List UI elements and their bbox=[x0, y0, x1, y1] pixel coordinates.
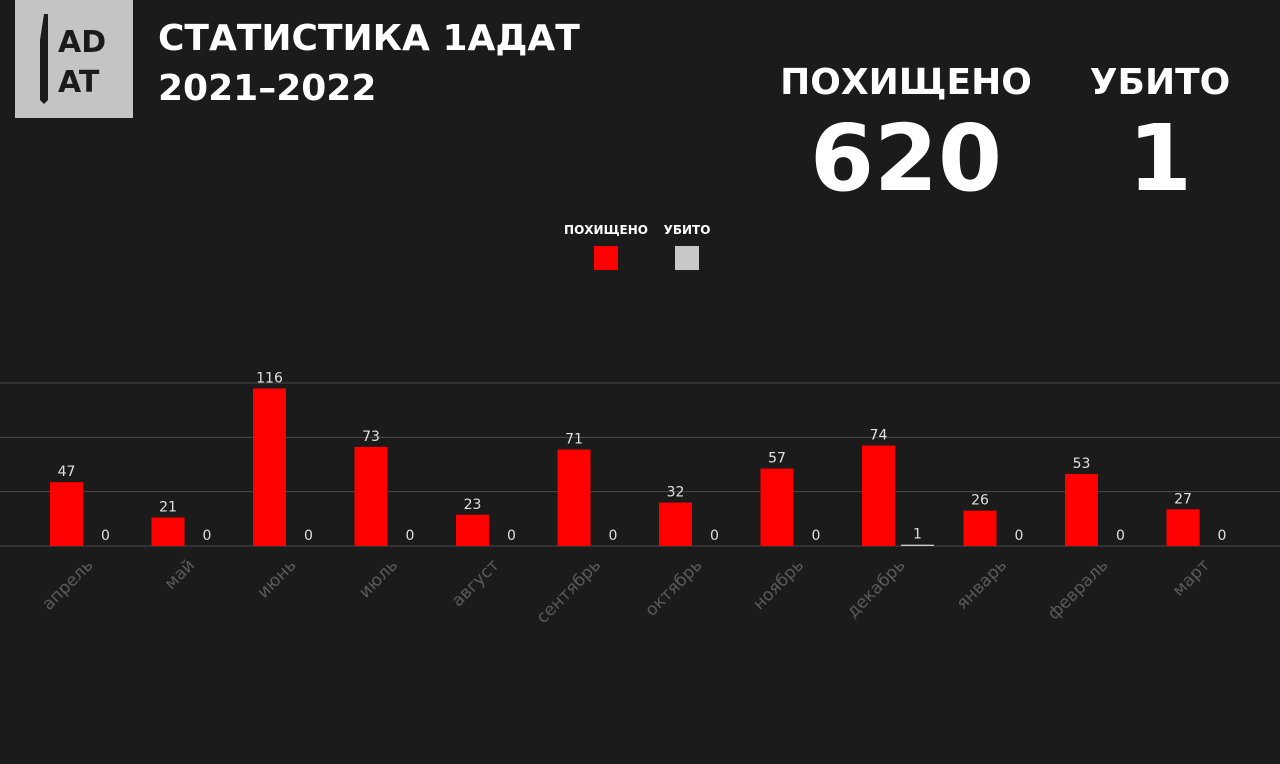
subtitle: 2021–2022 bbox=[158, 68, 376, 109]
value-label: 1 bbox=[913, 527, 922, 543]
bar bbox=[1166, 509, 1200, 546]
value-label: 0 bbox=[101, 528, 110, 544]
value-label: 47 bbox=[58, 464, 76, 480]
bar bbox=[862, 445, 895, 546]
value-label: 23 bbox=[464, 497, 482, 513]
value-label: 0 bbox=[710, 528, 719, 544]
value-label: 73 bbox=[362, 429, 380, 445]
bar bbox=[354, 446, 388, 546]
bar bbox=[456, 514, 489, 546]
value-label: 21 bbox=[159, 499, 177, 515]
bar bbox=[557, 449, 591, 546]
value-label: 27 bbox=[1174, 491, 1192, 507]
legend-swatch bbox=[594, 246, 618, 270]
value-label: 53 bbox=[1073, 456, 1091, 472]
bar bbox=[1065, 474, 1098, 546]
value-label: 0 bbox=[203, 528, 212, 544]
value-label: 116 bbox=[256, 370, 283, 386]
bar bbox=[963, 510, 997, 546]
value-label: 0 bbox=[1218, 528, 1227, 544]
bar bbox=[50, 482, 83, 546]
value-label: 74 bbox=[870, 427, 888, 443]
logo-dagger bbox=[40, 14, 48, 104]
summary-value: 1 bbox=[1128, 105, 1192, 212]
value-label: 0 bbox=[507, 528, 516, 544]
logo-text: AD bbox=[58, 25, 106, 60]
bar bbox=[659, 502, 692, 546]
legend-swatch bbox=[675, 246, 699, 270]
value-label: 0 bbox=[812, 528, 821, 544]
value-label: 0 bbox=[304, 528, 313, 544]
value-label: 32 bbox=[667, 485, 685, 501]
bar bbox=[253, 388, 286, 546]
legend-label: УБИТО bbox=[664, 223, 711, 237]
value-label: 71 bbox=[565, 432, 583, 448]
legend-label: ПОХИЩЕНО bbox=[564, 223, 648, 237]
bar bbox=[760, 468, 794, 546]
bar bbox=[901, 544, 934, 546]
logo-text: AT bbox=[58, 65, 100, 100]
summary-label: УБИТО bbox=[1090, 62, 1230, 103]
value-label: 0 bbox=[609, 528, 618, 544]
title: СТАТИСТИКА 1АДАТ bbox=[158, 18, 580, 59]
summary-label: ПОХИЩЕНО bbox=[780, 62, 1032, 103]
value-label: 26 bbox=[971, 493, 989, 509]
value-label: 57 bbox=[768, 451, 786, 467]
value-label: 0 bbox=[406, 528, 415, 544]
value-label: 0 bbox=[1015, 528, 1024, 544]
value-label: 0 bbox=[1116, 528, 1125, 544]
bar bbox=[151, 517, 185, 546]
summary-value: 620 bbox=[810, 105, 1002, 212]
logo-box bbox=[15, 0, 133, 118]
